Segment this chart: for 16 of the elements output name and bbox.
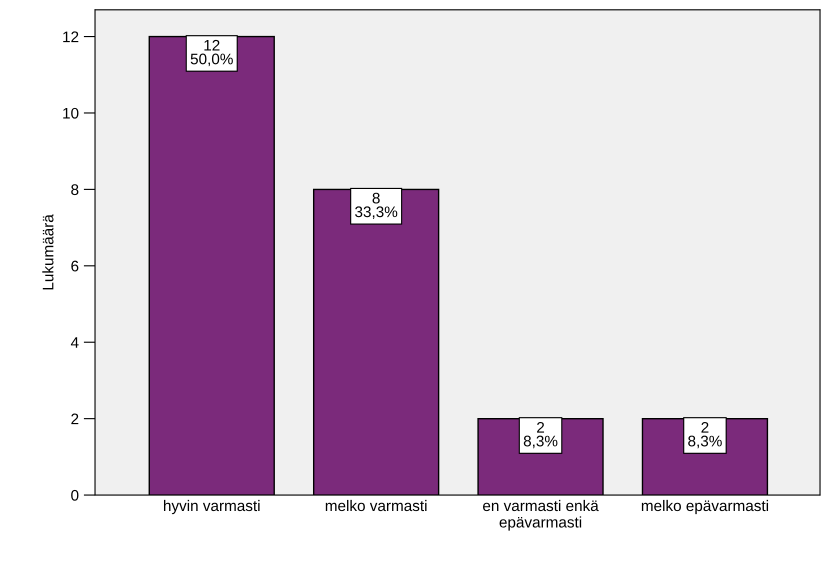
- data-label: 2 8,3%: [688, 422, 722, 448]
- y-axis-title: Lukumäärä: [42, 214, 54, 290]
- data-label: 12 50,0%: [190, 40, 233, 66]
- y-tick-label: 12: [63, 31, 78, 42]
- y-tick-label: 10: [63, 108, 78, 119]
- data-label: 8 33,3%: [355, 192, 398, 220]
- x-tick-label: hyvin varmasti: [164, 500, 260, 514]
- y-tick-label: 6: [71, 260, 78, 272]
- data-label: 2 8,3%: [524, 422, 558, 448]
- y-tick-label: 2: [71, 414, 78, 424]
- y-tick-label: 4: [70, 337, 79, 348]
- x-tick-label: melko varmasti: [326, 500, 426, 512]
- x-tick-label: en varmasti enkä epävarmasti: [483, 500, 599, 531]
- y-tick-label: 0: [71, 490, 78, 501]
- y-tick-label: 8: [71, 184, 78, 196]
- x-tick-label: melko epävarmasti: [642, 500, 768, 514]
